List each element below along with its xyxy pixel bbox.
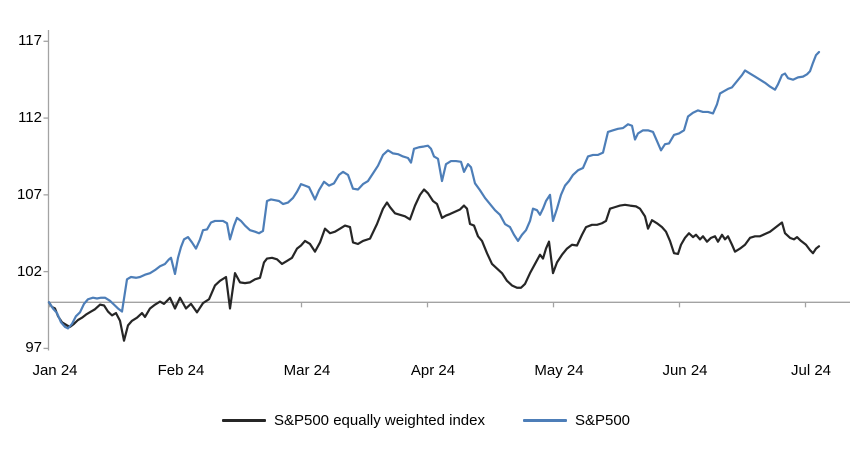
legend-label-equal-weight: S&P500 equally weighted index [273,412,485,429]
equal-weight-line-swatch [221,419,266,422]
x-tick-label-may-24: May 24 [534,362,584,379]
sp500-line-swatch [522,419,567,422]
legend-item-sp500: S&P500 [522,412,631,429]
x-tick-label-apr-24: Apr 24 [410,362,456,379]
equal-weight-series-line [47,188,821,342]
legend-label-sp500: S&P500 [574,412,631,429]
legend-item-equal-weight: S&P500 equally weighted index [221,412,485,429]
x-tick-label-jul-24: Jul 24 [790,362,832,379]
legend: S&P500 equally weighted index S&P500 [0,412,852,429]
y-tick-label-112: 112 [18,109,42,127]
x-tick-label-mar-24: Mar 24 [283,362,331,379]
y-tick-label-107: 107 [16,185,42,203]
x-tick-label-feb-24: Feb 24 [157,362,205,379]
y-tick-label-97: 97 [25,339,42,357]
x-tick-label-jan-24: Jan 24 [32,362,78,379]
sp500-series-line [47,50,821,330]
y-tick-label-117: 117 [18,32,42,50]
x-tick-label-jun-24: Jun 24 [662,362,708,379]
y-tick-label-102: 102 [16,262,42,280]
